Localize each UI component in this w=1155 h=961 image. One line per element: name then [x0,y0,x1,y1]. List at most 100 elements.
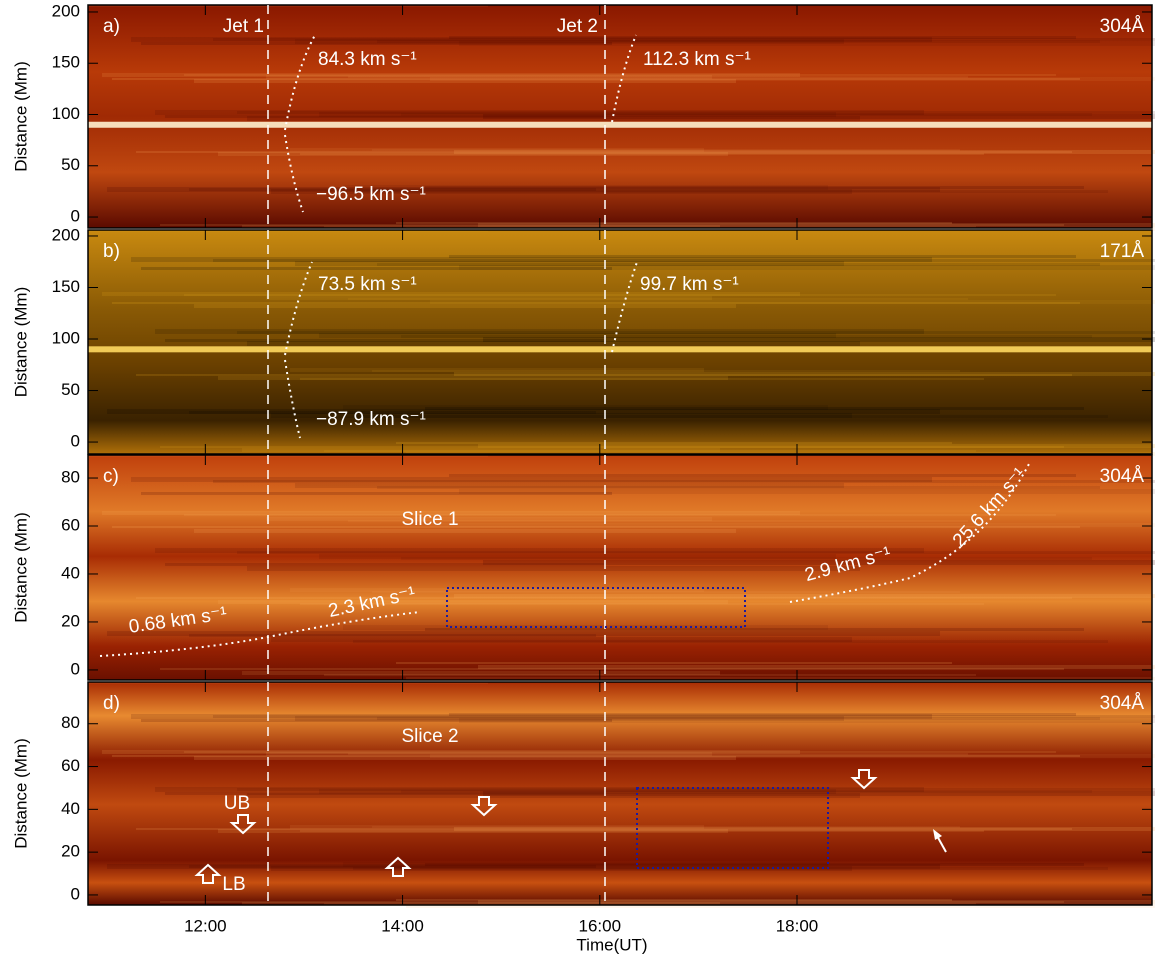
annotation: 84.3 km s⁻¹ [318,49,417,70]
texture [271,866,852,871]
texture [459,718,1155,723]
texture [242,671,720,675]
texture [271,413,852,418]
channel-label: 304Å [1100,466,1145,487]
texture [353,640,1108,643]
texture [290,368,704,372]
texture [459,41,1155,46]
texture [459,265,1155,270]
texture [319,554,836,559]
texture [406,677,1155,681]
texture [290,588,704,592]
bright-band [88,121,1152,128]
texture [131,37,932,42]
texture [324,450,976,452]
texture [348,76,968,78]
texture [396,662,952,664]
texture [459,489,1155,494]
y-tick-label: 40 [61,799,80,818]
y-tick-label: 150 [52,53,80,72]
y-tick-label: 80 [61,713,80,732]
texture [247,341,860,346]
y-tick-label: 150 [52,277,80,296]
texture [131,714,932,719]
y-tick-label: 60 [61,515,80,534]
texture [324,226,976,228]
annotation: Slice 1 [401,509,458,530]
y-tick-label: 0 [71,432,80,451]
texture [184,74,1056,76]
texture [88,230,488,232]
y-tick-label: 0 [71,884,80,903]
texture [165,563,604,566]
texture [88,5,488,7]
annotation: 73.5 km s⁻¹ [318,274,417,295]
texture [107,409,940,414]
texture [324,903,976,905]
texture [454,150,1155,154]
texture [401,790,1092,793]
texture [141,42,612,45]
annotation: Jet 2 [557,16,598,37]
frame [87,681,1153,906]
arrow [470,796,498,817]
frame [87,454,1153,681]
texture [107,631,940,636]
texture [449,36,1076,39]
texture [454,594,1155,598]
texture [353,415,1108,418]
texture [189,188,596,191]
texture [247,116,860,121]
panel-label: c) [103,466,119,487]
texture [478,444,1155,448]
texture [136,151,1072,153]
fit-curve [284,34,316,131]
texture [372,370,960,372]
y-tick-label: 40 [61,563,80,582]
texture [406,227,1155,231]
texture [343,405,828,410]
texture [300,830,984,832]
texture [353,867,1108,870]
texture [160,224,1064,226]
texture [343,185,828,190]
texture [112,78,1080,80]
x-axis-title: Time(UT) [576,935,647,954]
texture [141,267,612,270]
texture [218,152,728,156]
texture [300,603,984,605]
texture [102,511,800,515]
texture [160,668,1064,670]
panel: 0 50 100 150 200 Distance (Mm) a) 304Å Jet 1 Jet … [11,1,1155,231]
texture [430,754,1155,758]
channel-label: 304Å [1100,16,1145,37]
fit-curve [611,34,637,123]
texture [343,862,828,867]
heatmap [88,230,1152,454]
y-axis-title: Distance (Mm) [11,61,30,172]
texture [401,335,1092,338]
panel: 0 20 40 60 80 12:00 14:00 16:00 18:00 Distance (M… [11,681,1155,954]
texture [112,526,1080,528]
texture [237,331,1155,334]
texture [372,826,960,828]
texture [319,333,836,338]
texture [213,715,1155,718]
texture [396,442,952,444]
texture [194,756,736,760]
y-tick-label: 50 [61,155,80,174]
annotation: Jet 1 [223,16,264,37]
texture [165,792,604,795]
texture [247,793,860,798]
texture [141,719,612,722]
texture [377,717,1100,720]
fit-curve [99,611,421,657]
y-tick-label: 200 [52,1,80,20]
annotation: LB [222,874,245,895]
y-tick-label: 80 [61,468,80,487]
texture [237,551,1155,554]
y-axis-title: Distance (Mm) [11,512,30,623]
texture [189,411,596,414]
texture [295,261,844,266]
